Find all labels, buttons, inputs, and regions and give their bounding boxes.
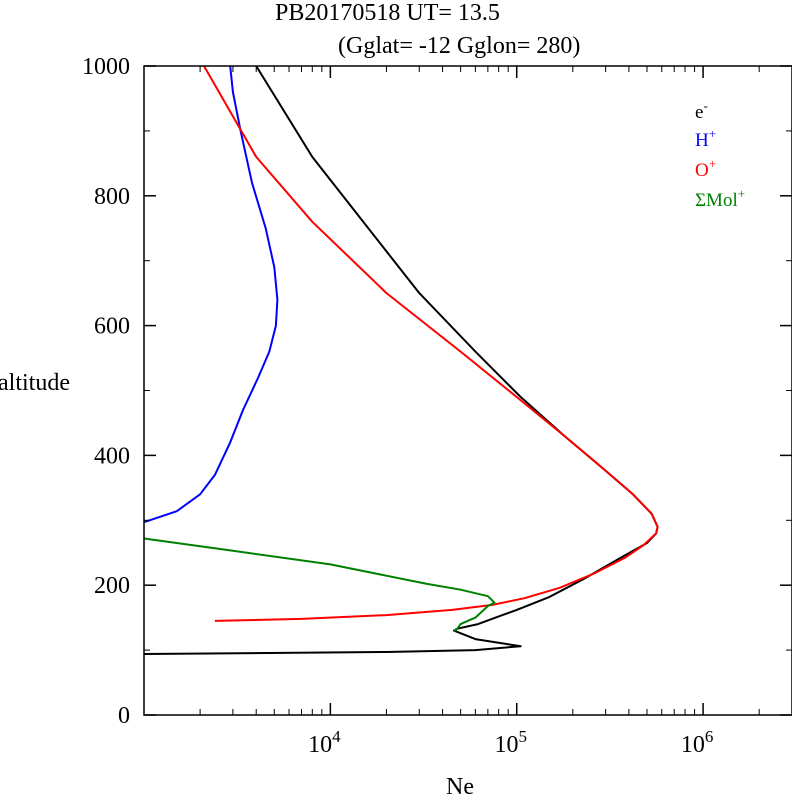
y-tick-label: 1000 xyxy=(82,54,130,80)
x-axis-label: Ne xyxy=(446,774,474,795)
legend-entry: H+ xyxy=(695,126,716,151)
y-tick-label: 800 xyxy=(94,184,130,210)
legend-entry: O+ xyxy=(695,156,716,181)
y-tick-label: 600 xyxy=(94,314,130,340)
chart-title-line1: PB20170518 UT= 13.5 xyxy=(275,0,500,26)
y-tick-label: 400 xyxy=(94,443,130,469)
legend-entry: e- xyxy=(695,98,708,123)
x-tick-label: 104 xyxy=(308,727,341,758)
chart-title-line2: (Gglat= -12 Gglon= 280) xyxy=(338,33,580,59)
x-tick-label: 106 xyxy=(681,727,714,758)
legend-entry: ΣMol+ xyxy=(695,186,745,211)
y-tick-label: 200 xyxy=(94,573,130,599)
y-tick-label: 0 xyxy=(118,703,130,729)
x-tick-label: 105 xyxy=(494,727,527,758)
series-line xyxy=(203,65,659,622)
series-line xyxy=(143,537,496,632)
y-axis-label: altitude xyxy=(0,370,70,396)
series-line xyxy=(143,65,659,655)
series-line xyxy=(143,65,279,524)
